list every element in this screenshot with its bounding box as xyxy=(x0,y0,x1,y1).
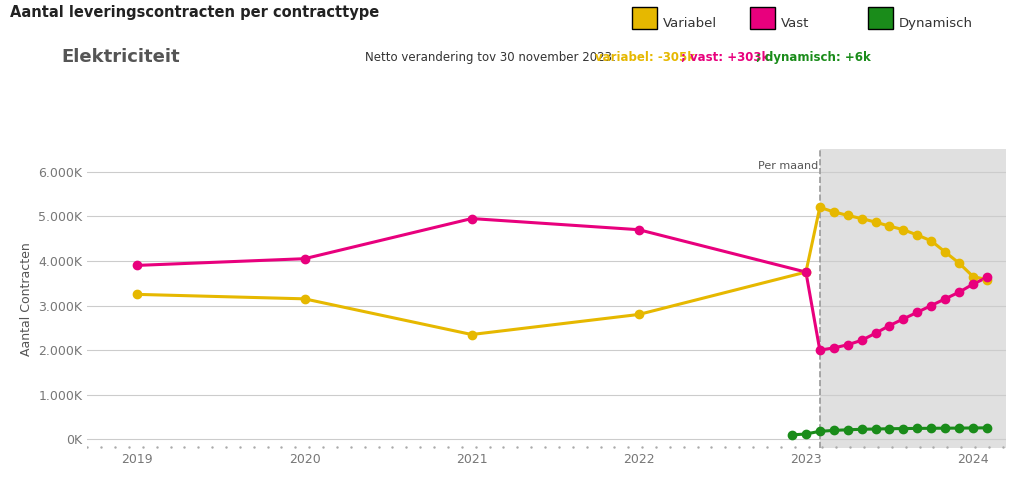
Text: Dynamisch: Dynamisch xyxy=(899,17,973,30)
Text: Per maand: Per maand xyxy=(758,161,819,171)
Text: Vast: Vast xyxy=(781,17,809,30)
Text: Netto verandering tov 30 november 2023:: Netto verandering tov 30 november 2023: xyxy=(365,51,619,64)
Text: Variabel: Variabel xyxy=(662,17,717,30)
Text: ; dynamisch: +6k: ; dynamisch: +6k xyxy=(756,51,871,64)
Text: Elektriciteit: Elektriciteit xyxy=(62,48,181,66)
Text: variabel: -305k: variabel: -305k xyxy=(595,51,694,64)
Bar xyxy=(820,149,1027,448)
Y-axis label: Aantal Contracten: Aantal Contracten xyxy=(20,242,33,356)
Text: ; vast: +303k: ; vast: +303k xyxy=(681,51,769,64)
Text: Aantal leveringscontracten per contracttype: Aantal leveringscontracten per contractt… xyxy=(10,5,380,20)
